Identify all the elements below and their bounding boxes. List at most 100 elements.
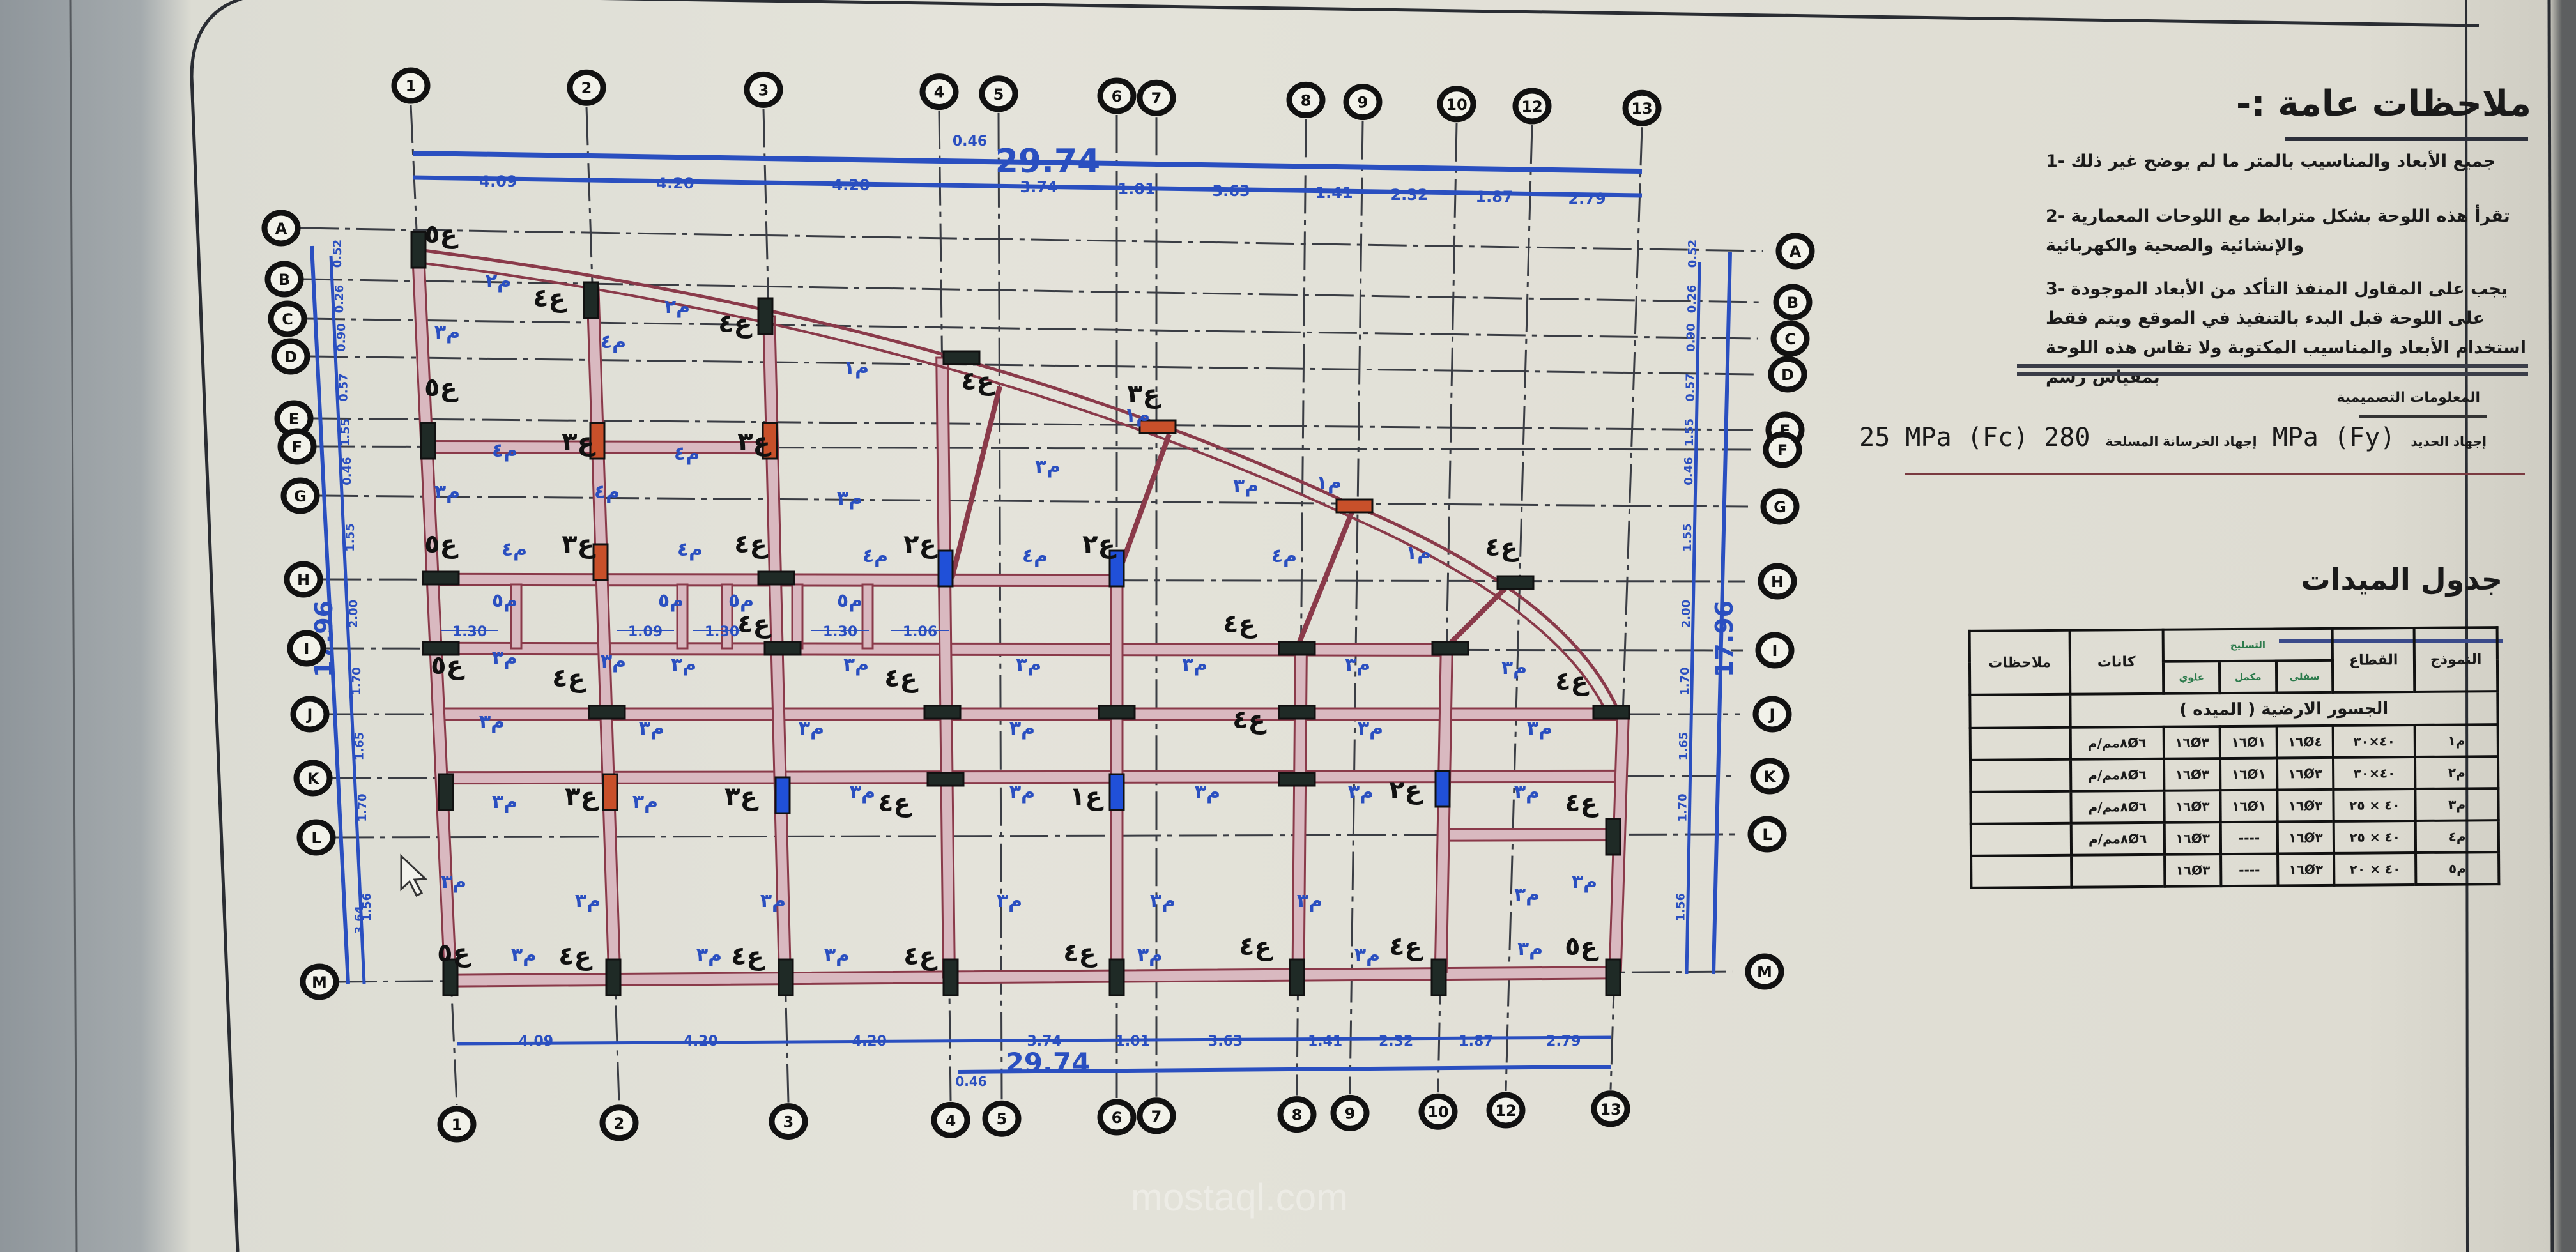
cell-remarks	[1970, 759, 2071, 792]
beam-type-label: م٥	[837, 590, 862, 612]
grid-bubble-column	[919, 73, 959, 111]
column	[1098, 705, 1136, 720]
header-section: القطاع	[2332, 628, 2415, 692]
grid-bubble-row	[1770, 320, 1810, 357]
note-item-3: 3- يجب على المقاول المنفذ التأكد من الأب…	[2046, 279, 2526, 387]
row-dim: 3.64	[353, 906, 366, 934]
grid-bubble-column-label: 3	[783, 1113, 794, 1131]
column-type-label: ع٢	[903, 530, 937, 559]
column	[420, 422, 436, 460]
grid-bubble-column	[1418, 1093, 1458, 1130]
bay-dim: 2.32	[1379, 1034, 1413, 1050]
grid-bubble-column	[1330, 1094, 1370, 1131]
table-row: م٤ ٤٠ × ٢٥ ١٦Ø٣ ---- ١٦Ø٣ ٨Ø٦مم/م	[1970, 820, 2499, 856]
grid-bubble-row	[268, 300, 307, 337]
column	[923, 705, 962, 720]
group-label: الجسور الارضية ( الميده )	[2069, 691, 2498, 728]
beam-type-label: م٤	[862, 545, 888, 567]
row-dim: 1.55	[1681, 523, 1694, 551]
beam-type-label: م٣	[1009, 717, 1035, 740]
row-dim: 2.00	[347, 600, 360, 628]
strut-beam	[1443, 581, 1513, 650]
grid-bubble-row-label: K	[1764, 768, 1777, 786]
grid-bubble-row-label: A	[1790, 243, 1802, 261]
cell-stirrups: ٨Ø٦مم/م	[2070, 790, 2165, 823]
column	[438, 773, 454, 811]
sheet-frame	[69, 0, 2554, 1252]
row-dim: 1.56	[1675, 893, 1688, 921]
column	[1138, 419, 1177, 434]
bay-dim: 4.20	[852, 1034, 887, 1050]
grid-bubble-row-label: J	[306, 706, 313, 724]
grid-bubble-row-label: L	[1762, 826, 1772, 844]
column	[757, 297, 774, 335]
cell-section: ٤٠×٣٠	[2333, 725, 2416, 758]
cell-section: ٤٠ × ٢٠	[2334, 853, 2416, 885]
beam-type-label: م٣	[1150, 890, 1176, 912]
grid-bubble-column	[931, 1101, 970, 1138]
row-dim: 0.52	[331, 240, 344, 268]
concrete-strength-label: إجهاد الخرسانة المسلحة	[2105, 434, 2257, 449]
column-type-label: ع٣	[562, 530, 595, 559]
cell-extra: ----	[2221, 853, 2278, 887]
cell-section: ٤٠ × ٢٥	[2333, 821, 2416, 853]
grid-bubble-column	[1343, 84, 1383, 121]
grid-line-row	[312, 417, 1754, 431]
column-type-label: ع٣	[724, 782, 758, 811]
header-reinforcement: التسليح	[2163, 628, 2333, 662]
cell-extra: ----	[2221, 821, 2278, 855]
grid-bubble-row-label: C	[282, 310, 293, 328]
bay-dim: 4.09	[519, 1034, 553, 1050]
design-info-label: المعلومات التصميمية	[2336, 390, 2480, 406]
beam-schedule-table: النموذج القطاع التسليح كانات ملاحظات سفل…	[1968, 626, 2501, 889]
grid-bubble-column-label: 9	[1345, 1104, 1356, 1122]
steel-strength-value: 280 MPa (Fy)	[2044, 423, 2396, 452]
beam-type-label: م٣	[1501, 657, 1527, 679]
beam-type-label: م٣	[1297, 890, 1322, 912]
grid-bubble-row-label: B	[1787, 294, 1798, 312]
dimension-lines: 29.74 0.46 29.74 0.46 4.09 4.09 4.20 4.20 4.20 4.…	[310, 134, 1738, 1089]
beam-type-label: م٣	[434, 481, 460, 503]
beam	[861, 583, 874, 650]
beam-type-label: م٣	[997, 890, 1022, 912]
column	[605, 958, 622, 996]
divider	[2017, 372, 2528, 376]
grid-bubble-row	[296, 819, 336, 856]
beam-type-label: م٤	[502, 538, 527, 561]
column	[410, 231, 427, 269]
beam-type-label: م٣	[492, 791, 518, 813]
cell-extra: ١٦Ø١	[2220, 758, 2278, 791]
beam-type-label: م٣	[1035, 455, 1061, 478]
column	[1434, 770, 1451, 808]
beam-type-label: م٣	[671, 653, 696, 676]
grid-bubble-column-label: 13	[1631, 100, 1652, 118]
grid-bubble-column	[391, 67, 431, 104]
row-dim: 0.57	[337, 373, 350, 401]
beam-type-label: م٥	[492, 590, 518, 612]
column	[1592, 705, 1630, 720]
column	[422, 570, 460, 586]
bay-dim: 3.74	[1027, 1034, 1062, 1050]
column	[942, 350, 981, 365]
column	[1496, 575, 1535, 590]
beam-type-label: م١	[1124, 404, 1150, 427]
table-row: م١ ٤٠×٣٠ ١٦Ø٤ ١٦Ø١ ١٦Ø٣ ٨Ø٦مم/م	[1970, 724, 2498, 760]
dimension-line-bays	[456, 1035, 1611, 1046]
grid-bubble-row	[280, 477, 320, 514]
columns	[410, 231, 1630, 996]
beam-type-label: م٢	[486, 270, 511, 293]
grid-bubble-row-label: E	[289, 410, 299, 428]
grid-bubble-row-label: H	[297, 571, 310, 589]
cell-top: ١٦Ø٣	[2165, 854, 2221, 887]
divider	[2279, 639, 2503, 643]
column-type-label: ع٤	[1485, 533, 1519, 562]
cell-top: ١٦Ø٣	[2164, 822, 2221, 855]
column	[1278, 641, 1316, 656]
beam-type-label: م٣	[1009, 781, 1035, 804]
grid-line-row	[303, 278, 1761, 303]
beam-type-label: م٣	[1182, 653, 1208, 676]
grid-bubble-row-label: J	[1768, 706, 1775, 724]
grid-bubble-column	[1622, 89, 1662, 126]
grid-bubble-column-label: 1	[452, 1116, 463, 1134]
grid-bubble-row-label: I	[304, 640, 310, 658]
